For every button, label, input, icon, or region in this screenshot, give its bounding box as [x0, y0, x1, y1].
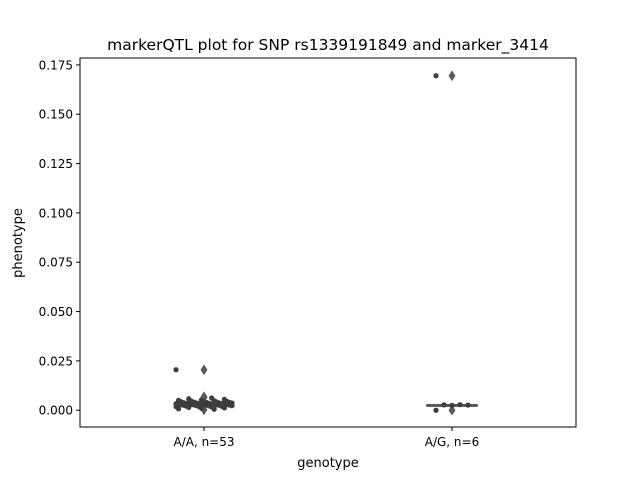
- data-point: [211, 406, 217, 412]
- y-axis-label: phenotype: [11, 208, 26, 278]
- data-point: [175, 406, 182, 412]
- data-point: [173, 367, 179, 373]
- data-point: [465, 402, 471, 408]
- x-tick-label: A/G, n=6: [425, 435, 479, 449]
- y-tick-label: 0.000: [39, 404, 73, 418]
- plot-area: [173, 70, 478, 416]
- data-point: [433, 407, 439, 413]
- outlier-marker: [200, 364, 208, 376]
- data-point: [198, 405, 205, 411]
- chart-title: markerQTL plot for SNP rs1339191849 and …: [107, 36, 549, 55]
- x-axis-label: genotype: [297, 456, 358, 471]
- x-tick-label: A/A, n=53: [173, 435, 234, 449]
- group-0: [173, 364, 235, 416]
- y-tick-label: 0.125: [39, 157, 73, 171]
- data-point: [186, 404, 192, 411]
- y-tick-label: 0.100: [39, 206, 73, 220]
- data-point: [229, 403, 235, 409]
- data-point: [457, 402, 463, 408]
- plot-frame: [79, 57, 577, 428]
- data-point: [433, 73, 439, 79]
- y-tick-label: 0.075: [39, 256, 73, 270]
- y-tick-label: 0.050: [39, 305, 73, 319]
- data-point: [221, 405, 227, 411]
- y-tick-label: 0.175: [39, 58, 73, 72]
- y-axis-ticks: 0.000 0.025 0.050 0.075 0.100 0.125 0.150 0.175: [39, 58, 80, 418]
- y-tick-label: 0.150: [39, 108, 73, 122]
- x-axis-ticks: A/A, n=53 A/G, n=6: [173, 427, 479, 449]
- data-point: [449, 402, 455, 408]
- outlier-marker: [448, 70, 456, 82]
- outlier-marker: [448, 404, 456, 416]
- data-point: [441, 402, 447, 408]
- group-1: [426, 70, 478, 416]
- y-tick-label: 0.025: [39, 354, 73, 368]
